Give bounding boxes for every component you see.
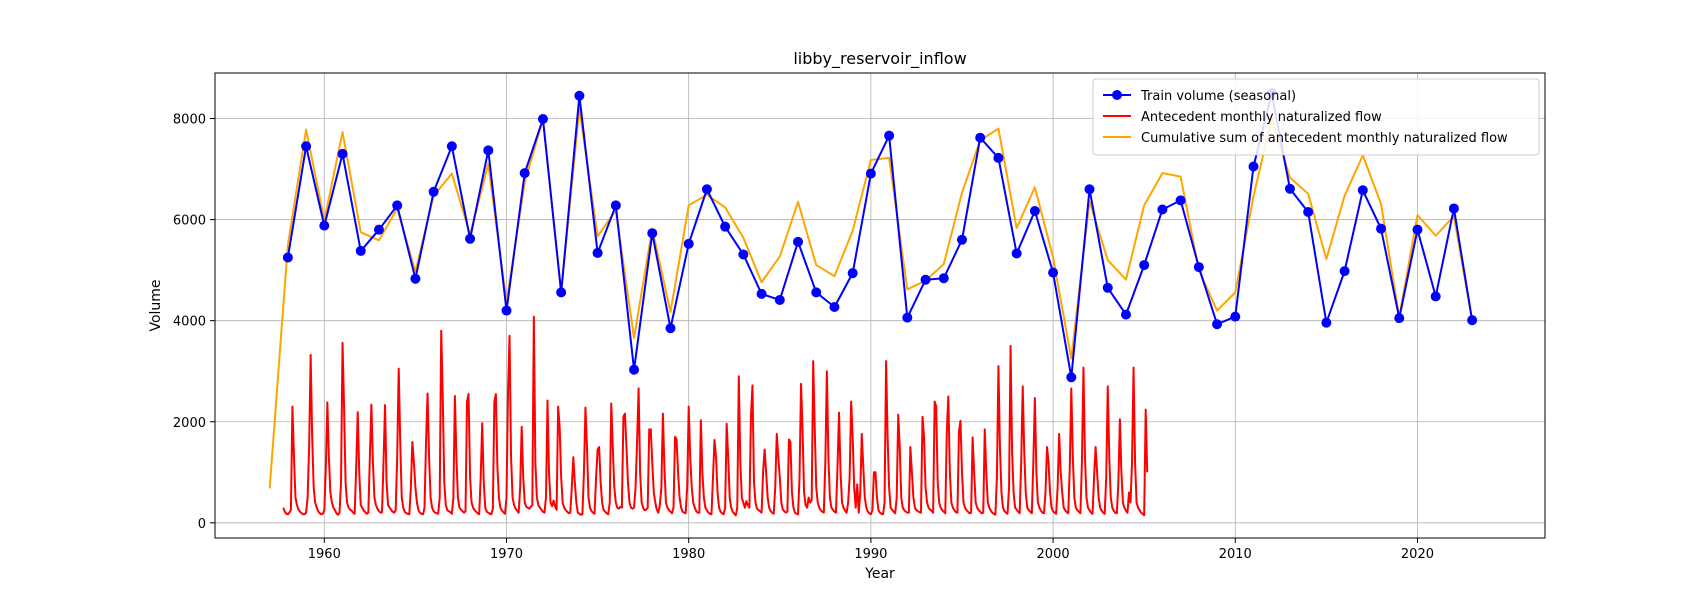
train-volume-point [1321,317,1332,328]
train-volume-point [355,245,366,256]
train-volume-point [501,305,512,316]
train-volume-point [938,273,949,284]
train-volume-point [319,220,330,231]
x-tick-label: 2010 [1219,547,1252,562]
train-volume-point [465,233,476,244]
train-volume-point [720,221,731,232]
y-tick-label: 6000 [173,214,206,229]
train-volume-point [956,234,967,245]
train-volume-point [1248,161,1259,172]
train-volume-point [975,132,986,143]
y-axis-label: Volume [148,279,164,331]
x-tick-label: 2020 [1401,547,1434,562]
train-volume-point [428,186,439,197]
legend-label: Cumulative sum of antecedent monthly nat… [1141,131,1508,146]
x-axis-label: Year [864,566,895,582]
train-volume-point [410,273,421,284]
train-volume-point [519,168,530,179]
train-volume-point [629,364,640,375]
train-volume-point [774,294,785,305]
legend-box [1092,78,1540,156]
train-volume-point [829,302,840,313]
legend-marker [1112,90,1122,100]
train-volume-point [738,249,749,260]
train-volume-point [701,184,712,195]
x-tick-label: 1980 [672,547,705,562]
train-volume-point [1029,205,1040,216]
train-volume-point [793,236,804,247]
train-volume-point [282,252,293,263]
train-volume-point [1011,248,1022,259]
train-volume-point [1467,315,1478,326]
train-volume-point [574,90,585,101]
y-tick-label: 0 [198,517,206,532]
train-volume-point [847,268,858,279]
train-volume-point [1230,311,1241,322]
train-volume-point [373,224,384,235]
x-tick-label: 1990 [854,547,887,562]
train-volume-point [1048,267,1059,278]
train-volume-point [556,287,567,298]
train-volume-point [902,312,913,323]
train-volume-point [1120,309,1131,320]
train-volume-point [993,152,1004,163]
train-volume-point [301,141,312,152]
train-volume-point [1084,184,1095,195]
train-volume-point [1339,266,1350,277]
train-volume-point [592,247,603,258]
train-volume-point [1175,195,1186,206]
legend-label: Antecedent monthly naturalized flow [1141,110,1382,125]
legend: Train volume (seasonal) Antecedent monthl… [1092,78,1540,156]
train-volume-point [647,228,658,239]
train-volume-point [1412,224,1423,235]
train-volume-point [683,238,694,249]
train-volume-point [865,168,876,179]
y-tick-label: 4000 [173,315,206,330]
train-volume-point [337,148,348,159]
y-tick-label: 2000 [173,416,206,431]
x-tick-label: 2000 [1037,547,1070,562]
ticks-layer: 1960 1970 1980 1990 2000 2010 2020 0 2000 4000 600… [173,112,1434,562]
train-volume-point [665,323,676,334]
train-volume-point [756,288,767,299]
train-volume-point [1303,206,1314,217]
train-volume-point [610,200,621,211]
train-volume-point [1394,313,1405,324]
train-volume-point [811,287,822,298]
train-volume-point [483,145,494,156]
chart-title: libby_reservoir_inflow [793,49,966,69]
train-volume-point [1139,260,1150,271]
legend-label: Train volume (seasonal) [1140,89,1296,104]
x-tick-label: 1960 [308,547,341,562]
train-volume-point [884,130,895,141]
x-tick-label: 1970 [490,547,523,562]
train-volume-point [920,274,931,285]
train-volume-point [1157,204,1168,215]
train-volume-point [446,141,457,152]
train-volume-point [1430,291,1441,302]
train-volume-point [537,113,548,124]
train-volume-point [1102,282,1113,293]
train-volume-point [1066,372,1077,383]
train-volume-point [1193,262,1204,273]
train-volume-point [1284,183,1295,194]
train-volume-point [1357,185,1368,196]
y-tick-label: 8000 [173,112,206,127]
plot-frame [214,72,1546,539]
train-volume-point [392,200,403,211]
series-line-monthly-flow [282,315,1149,517]
train-volume-point [1376,223,1387,234]
train-volume-point [1448,203,1459,214]
train-volume-point [1212,319,1223,330]
